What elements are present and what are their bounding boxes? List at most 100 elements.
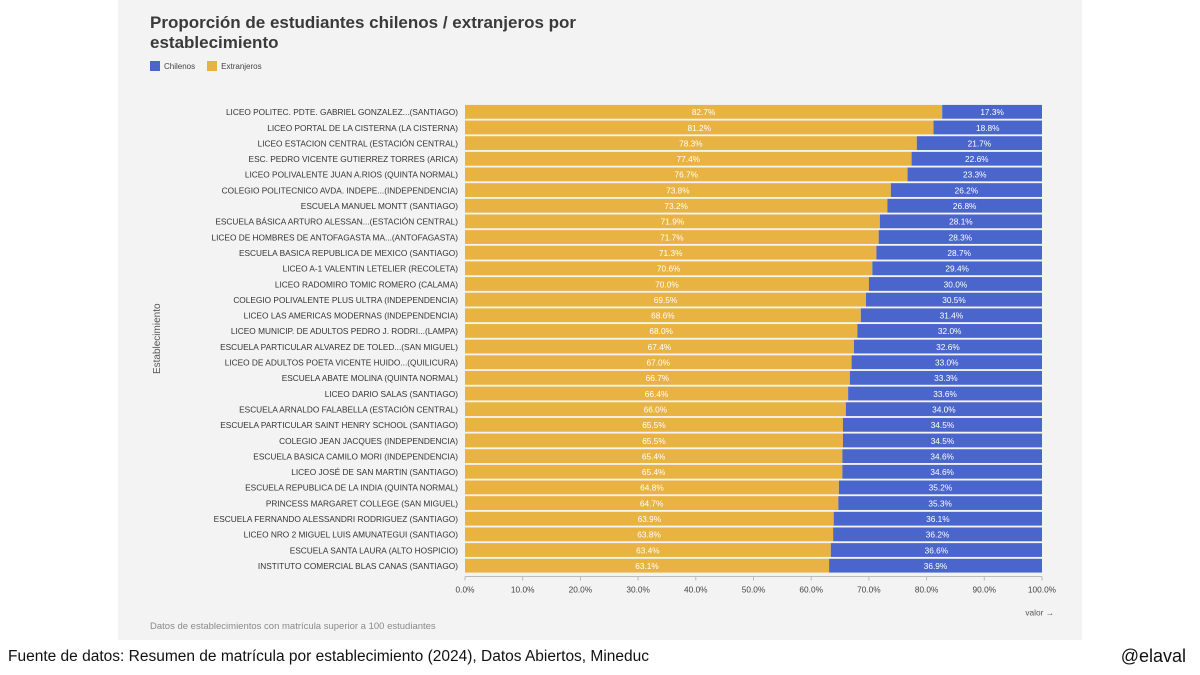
data-label-chilenos: 18.8% bbox=[976, 123, 1000, 133]
data-label-chilenos: 36.9% bbox=[924, 561, 948, 571]
bar-chilenos bbox=[845, 402, 1042, 417]
data-label-extranjeros: 71.7% bbox=[660, 232, 684, 242]
bar-extranjeros bbox=[465, 120, 934, 135]
data-label-chilenos: 26.2% bbox=[955, 185, 979, 195]
bar-chilenos bbox=[838, 496, 1042, 510]
data-label-chilenos: 36.2% bbox=[926, 530, 950, 540]
bar-chilenos bbox=[933, 120, 1042, 135]
bar-extranjeros bbox=[465, 230, 879, 244]
bar-chilenos bbox=[860, 308, 1042, 323]
bar-chilenos bbox=[848, 386, 1042, 401]
category-label: LICEO PORTAL DE LA CISTERNA (LA CISTERNA… bbox=[267, 123, 458, 133]
bar-chilenos bbox=[878, 230, 1042, 244]
data-label-extranjeros: 63.4% bbox=[636, 545, 660, 555]
data-label-extranjeros: 63.1% bbox=[635, 561, 659, 571]
x-tick-label: 20.0% bbox=[569, 585, 593, 595]
category-label: LICEO JOSÉ DE SAN MARTIN (SANTIAGO) bbox=[291, 467, 458, 477]
data-label-chilenos: 17.3% bbox=[980, 107, 1004, 117]
data-label-chilenos: 32.6% bbox=[936, 342, 960, 352]
x-axis-title: valor → bbox=[1025, 608, 1054, 618]
data-label-chilenos: 35.2% bbox=[929, 483, 953, 493]
bar-extranjeros bbox=[465, 386, 849, 401]
data-label-chilenos: 34.6% bbox=[930, 451, 954, 461]
bar-extranjeros bbox=[465, 261, 873, 276]
data-label-chilenos: 33.0% bbox=[935, 358, 959, 368]
data-label-chilenos: 22.6% bbox=[965, 154, 989, 164]
bar-extranjeros bbox=[465, 183, 891, 197]
legend-label-chilenos: Chilenos bbox=[164, 61, 196, 71]
data-label-chilenos: 33.6% bbox=[933, 389, 957, 399]
bar-chilenos bbox=[842, 417, 1042, 432]
data-label-chilenos: 35.3% bbox=[928, 498, 952, 508]
bar-extranjeros bbox=[465, 151, 912, 166]
data-label-chilenos: 30.5% bbox=[942, 295, 966, 305]
bar-chilenos bbox=[866, 292, 1042, 307]
bar-chilenos bbox=[916, 136, 1042, 151]
legend-item-extranjeros[interactable]: Extranjeros bbox=[207, 61, 262, 71]
data-label-extranjeros: 81.2% bbox=[687, 123, 711, 133]
category-label: LICEO DARIO SALAS (SANTIAGO) bbox=[325, 389, 458, 399]
bar-extranjeros bbox=[465, 245, 877, 260]
bar-chilenos bbox=[842, 449, 1042, 464]
data-label-extranjeros: 66.0% bbox=[644, 404, 668, 414]
category-label: ESCUELA ABATE MOLINA (QUINTA NORMAL) bbox=[282, 373, 459, 383]
data-label-extranjeros: 66.4% bbox=[645, 389, 669, 399]
bar-chilenos bbox=[853, 339, 1042, 354]
bar-extranjeros bbox=[465, 370, 850, 385]
data-label-chilenos: 32.0% bbox=[938, 326, 962, 336]
bar-extranjeros bbox=[465, 402, 846, 417]
x-tick-label: 30.0% bbox=[626, 585, 650, 595]
bar-extranjeros bbox=[465, 324, 858, 338]
y-axis-title: Establecimiento bbox=[152, 303, 163, 374]
data-label-extranjeros: 66.7% bbox=[646, 373, 670, 383]
category-label: ESCUELA SANTA LAURA (ALTO HOSPICIO) bbox=[290, 545, 459, 555]
bar-chilenos bbox=[868, 277, 1042, 291]
data-label-chilenos: 34.5% bbox=[931, 436, 955, 446]
legend-item-chilenos[interactable]: Chilenos bbox=[150, 61, 195, 71]
bar-chilenos bbox=[830, 543, 1042, 557]
bar-chilenos bbox=[842, 464, 1042, 479]
bar-extranjeros bbox=[465, 449, 843, 464]
chart-footnote: Datos de establecimientos con matrícula … bbox=[150, 621, 436, 632]
bar-chilenos bbox=[907, 167, 1042, 182]
data-label-extranjeros: 63.9% bbox=[638, 514, 662, 524]
chart-title: Proporción de estudiantes chilenos / ext… bbox=[150, 13, 577, 52]
bar-extranjeros bbox=[465, 214, 880, 229]
data-label-chilenos: 34.0% bbox=[932, 404, 956, 414]
bar-extranjeros bbox=[465, 558, 830, 573]
data-label-extranjeros: 64.8% bbox=[640, 483, 664, 493]
data-label-extranjeros: 69.5% bbox=[654, 295, 678, 305]
data-label-extranjeros: 65.5% bbox=[642, 420, 666, 430]
data-label-chilenos: 36.6% bbox=[925, 545, 949, 555]
category-label: LICEO DE HOMBRES DE ANTOFAGASTA MA...(AN… bbox=[212, 232, 459, 242]
bar-extranjeros bbox=[465, 480, 839, 495]
data-label-extranjeros: 78.3% bbox=[679, 138, 703, 148]
data-label-extranjeros: 70.0% bbox=[655, 279, 679, 289]
data-label-chilenos: 36.1% bbox=[926, 514, 950, 524]
bar-extranjeros bbox=[465, 104, 943, 119]
legend-swatch-extranjeros bbox=[207, 61, 218, 71]
data-label-chilenos: 23.3% bbox=[963, 170, 987, 180]
category-label: LICEO MUNICIP. DE ADULTOS PEDRO J. RODRI… bbox=[231, 326, 458, 336]
data-label-chilenos: 28.3% bbox=[949, 232, 973, 242]
bar-chilenos bbox=[872, 261, 1042, 276]
data-label-chilenos: 26.8% bbox=[953, 201, 977, 211]
x-tick-label: 70.0% bbox=[857, 585, 881, 595]
bar-chilenos bbox=[842, 433, 1042, 448]
bar-extranjeros bbox=[465, 543, 831, 557]
category-label: COLEGIO JEAN JACQUES (INDEPENDENCIA) bbox=[279, 436, 458, 446]
category-label: ESCUELA PARTICULAR SAINT HENRY SCHOOL (S… bbox=[220, 420, 458, 430]
data-label-chilenos: 31.4% bbox=[940, 311, 964, 321]
data-source: Fuente de datos: Resumen de matrícula po… bbox=[8, 648, 650, 665]
bar-chilenos bbox=[851, 355, 1042, 370]
category-label: LICEO RADOMIRO TOMIC ROMERO (CALAMA) bbox=[275, 279, 458, 289]
category-label: LICEO LAS AMERICAS MODERNAS (INDEPENDENC… bbox=[244, 311, 459, 321]
data-label-extranjeros: 71.9% bbox=[661, 217, 685, 227]
data-label-extranjeros: 73.2% bbox=[664, 201, 688, 211]
bar-chilenos bbox=[849, 370, 1042, 385]
data-label-extranjeros: 77.4% bbox=[677, 154, 701, 164]
data-label-extranjeros: 76.7% bbox=[675, 170, 699, 180]
bar-chilenos bbox=[833, 527, 1042, 542]
category-label: ESCUELA BASICA CAMILO MORI (INDEPENDENCI… bbox=[253, 451, 458, 461]
category-label: INSTITUTO COMERCIAL BLAS CANAS (SANTIAGO… bbox=[258, 561, 458, 571]
